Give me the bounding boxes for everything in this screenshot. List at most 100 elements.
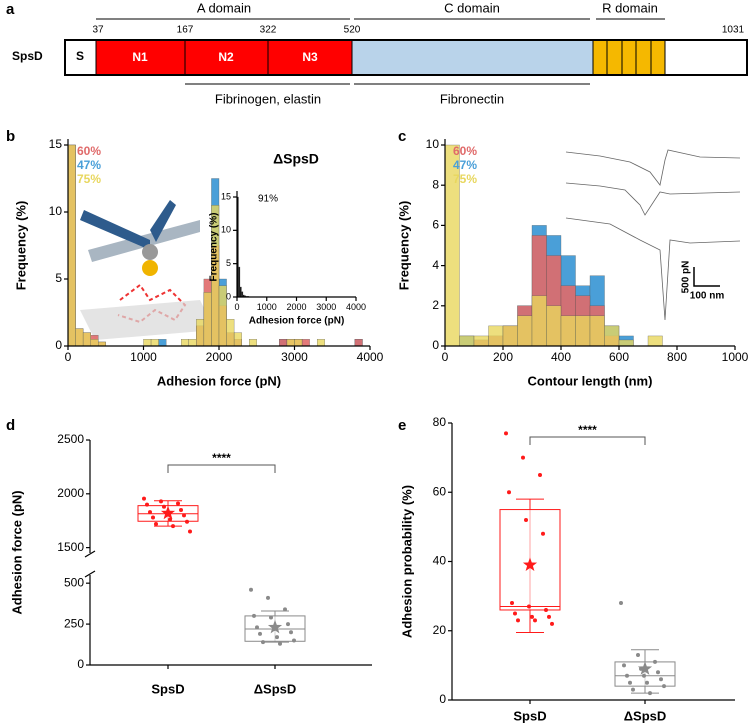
y-tick-label: 10 (426, 137, 440, 151)
histogram-bar (238, 266, 241, 298)
data-point (162, 504, 166, 509)
y-axis-title: Adhesion force (pN) (9, 490, 24, 614)
data-point (176, 501, 180, 506)
data-point (283, 607, 287, 612)
data-point (544, 607, 548, 612)
data-point (507, 490, 511, 495)
y-tick-label: 0 (432, 338, 439, 352)
y-tick-label: 4 (432, 258, 439, 272)
x-tick-label: 3000 (281, 350, 308, 364)
series-label: 47% (453, 158, 477, 172)
data-point (286, 622, 290, 627)
data-point (261, 640, 265, 645)
panel-label: d (6, 417, 15, 434)
y-tick-label: 0 (55, 338, 62, 352)
data-point (524, 517, 528, 522)
histogram-bar (546, 305, 562, 347)
histogram-bar (502, 325, 518, 347)
x-tick-label: 0 (442, 350, 449, 364)
a-region (96, 40, 352, 75)
data-point (258, 631, 262, 636)
significance-bracket (167, 464, 276, 473)
axis-break (84, 570, 96, 578)
y-axis-title: Frequency (%) (209, 213, 220, 282)
histogram-bar (354, 339, 363, 347)
y-tick-label: 0 (77, 657, 84, 671)
histogram-bar (82, 332, 91, 347)
histogram-bar (618, 339, 634, 347)
x-tick-label: 200 (493, 350, 513, 364)
panel-label: b (6, 128, 15, 145)
y-tick-label: 5 (226, 258, 231, 268)
y-tick-label: 0 (439, 692, 446, 706)
data-point (653, 659, 657, 664)
data-point (648, 691, 652, 696)
histogram-bar (589, 315, 605, 347)
histogram-bar (517, 315, 533, 347)
force-curves (565, 149, 741, 321)
x-tick-label: 1000 (722, 350, 749, 364)
y-tick-label: 40 (433, 554, 447, 568)
data-point (151, 515, 155, 520)
domain-label: A domain (197, 0, 251, 15)
significance: **** (212, 451, 231, 465)
x-axis-title: Adhesion force (pN) (157, 373, 281, 388)
histogram-bar (158, 339, 167, 347)
series-label: 47% (77, 158, 101, 172)
residue-number: 520 (344, 25, 361, 36)
histogram-bar (473, 335, 489, 347)
data-point (538, 472, 542, 477)
segment-label: S (76, 49, 84, 63)
histogram-bar (294, 339, 303, 347)
data-point (289, 630, 293, 635)
binding-label: Fibronectin (440, 91, 504, 106)
data-point (533, 618, 537, 623)
x-tick-label: 4000 (346, 302, 366, 312)
data-point (148, 510, 152, 515)
histogram-bar (604, 325, 620, 347)
data-point (527, 604, 531, 609)
series-label: 60% (453, 144, 477, 158)
data-point (252, 613, 256, 618)
domain-label: C domain (444, 0, 500, 15)
y-tick-label: 15 (221, 191, 231, 201)
y-tick-label: 80 (433, 415, 447, 429)
histogram-bar (90, 339, 99, 347)
histogram-bar (150, 339, 159, 347)
histogram-bar (226, 319, 235, 347)
x-tick-label: ΔSpsD (624, 708, 667, 723)
residue-number: 37 (92, 25, 104, 36)
histogram-bar (75, 328, 84, 347)
series-label: 75% (77, 172, 101, 186)
data-point (249, 587, 253, 592)
series-label: 75% (453, 172, 477, 186)
segment-label: N1 (132, 50, 148, 64)
series-label: 91% (258, 194, 278, 205)
x-tick-label: 1000 (257, 302, 277, 312)
data-point (159, 499, 163, 504)
mean-star (637, 661, 653, 675)
histogram-bar (203, 292, 212, 347)
y-axis-title: Adhesion probability (%) (399, 485, 414, 638)
histogram-bar (531, 295, 547, 347)
data-point (255, 625, 259, 630)
data-point (513, 611, 517, 616)
histogram-bar (181, 339, 189, 347)
y-tick-label: 250 (64, 616, 84, 630)
histogram-bar (98, 341, 106, 347)
r-region (593, 40, 665, 75)
histogram-bar (188, 339, 197, 347)
histogram-bar (249, 339, 257, 347)
data-point (628, 680, 632, 685)
y-tick-label: 0 (226, 291, 231, 301)
y-tick-label: 500 (64, 575, 84, 589)
histogram-bar (286, 339, 295, 347)
panel-label: c (398, 128, 406, 145)
protein-name: SpsD (12, 49, 43, 63)
data-point (179, 507, 183, 512)
data-point (266, 595, 270, 600)
x-axis-title: Adhesion force (pN) (249, 316, 345, 327)
data-point (622, 663, 626, 668)
data-point (142, 496, 146, 501)
